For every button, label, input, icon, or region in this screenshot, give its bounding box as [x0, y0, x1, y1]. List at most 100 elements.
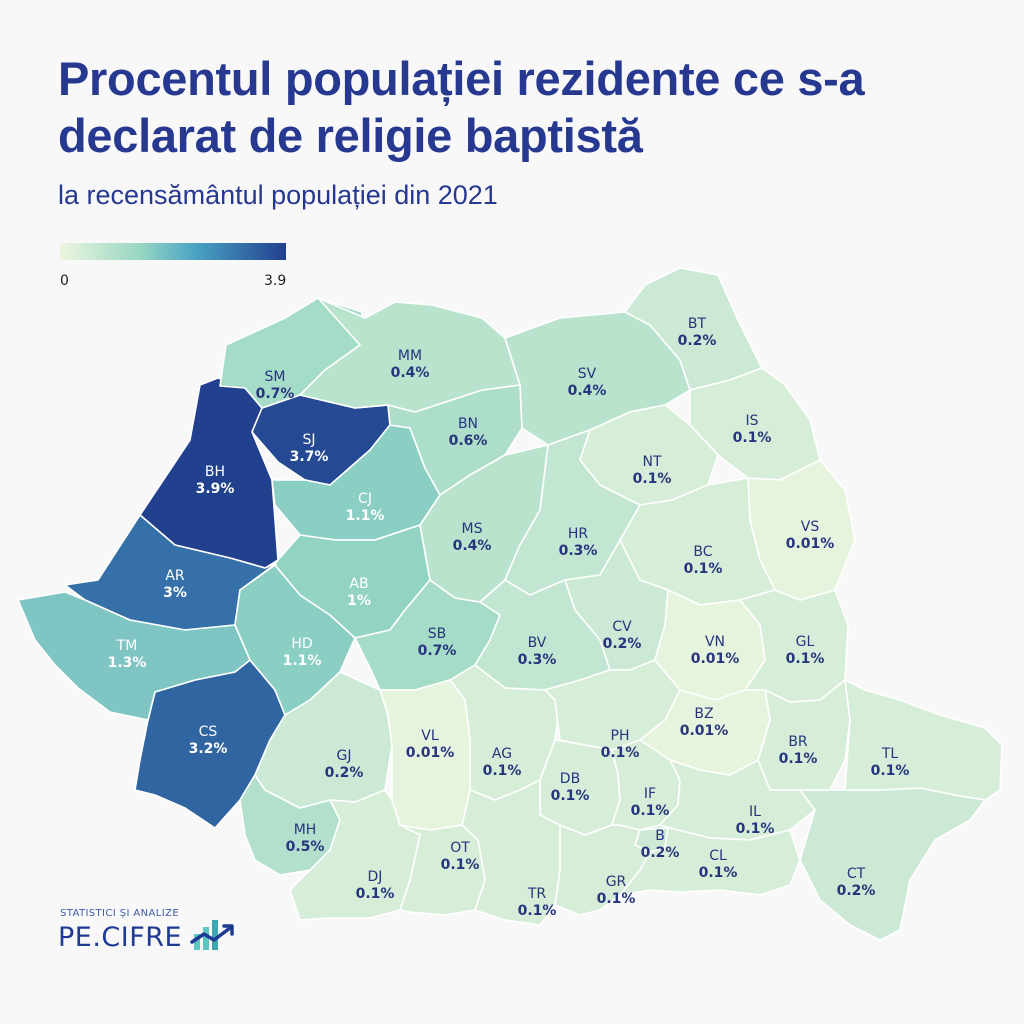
county-code-tr: TR — [527, 886, 547, 902]
county-value-cj: 1.1% — [346, 508, 385, 524]
county-value-ag: 0.1% — [483, 763, 522, 779]
county-value-sv: 0.4% — [568, 383, 607, 399]
county-value-vn: 0.01% — [691, 651, 740, 667]
county-code-bz: BZ — [694, 706, 713, 722]
county-code-mh: MH — [294, 822, 317, 838]
county-code-sb: SB — [428, 626, 447, 642]
county-value-bv: 0.3% — [518, 652, 557, 668]
county-value-sm: 0.7% — [256, 386, 295, 402]
county-value-bn: 0.6% — [449, 433, 488, 449]
county-value-bh: 3.9% — [196, 481, 235, 497]
county-value-sj: 3.7% — [290, 449, 329, 465]
chart-title: Procentul populației rezidente ce s-a de… — [58, 52, 865, 162]
county-value-tl: 0.1% — [871, 763, 910, 779]
county-labels: BH3.9%SJ3.7%CS3.2%AR3%TM1.3%CJ1.1%HD1.1%… — [108, 316, 910, 919]
county-code-cj: CJ — [358, 491, 372, 507]
county-code-bc: BC — [693, 544, 712, 560]
county-code-vn: VN — [705, 634, 725, 650]
county-code-ag: AG — [492, 746, 512, 762]
county-code-vl: VL — [421, 728, 439, 744]
county-value-if: 0.1% — [631, 803, 670, 819]
county-code-hd: HD — [291, 636, 312, 652]
county-value-mm: 0.4% — [391, 365, 430, 381]
county-code-db: DB — [560, 771, 580, 787]
county-code-is: IS — [745, 413, 758, 429]
logo-tagline: STATISTICI ȘI ANALIZE — [60, 908, 180, 919]
county-code-ot: OT — [450, 840, 470, 856]
county-code-sm: SM — [265, 369, 286, 385]
county-value-cv: 0.2% — [603, 636, 642, 652]
county-value-ph: 0.1% — [601, 745, 640, 761]
county-code-dj: DJ — [368, 869, 383, 885]
county-value-hr: 0.3% — [559, 543, 598, 559]
county-value-ct: 0.2% — [837, 883, 876, 899]
county-code-bh: BH — [205, 464, 225, 480]
county-code-mm: MM — [398, 348, 422, 364]
county-regions — [17, 267, 1003, 941]
county-code-ab: AB — [349, 576, 368, 592]
county-tl — [844, 679, 1003, 801]
county-code-cl: CL — [709, 848, 727, 864]
county-dj — [289, 789, 421, 921]
county-value-ot: 0.1% — [441, 857, 480, 873]
county-value-dj: 0.1% — [356, 886, 395, 902]
county-value-cl: 0.1% — [699, 865, 738, 881]
county-vs — [747, 459, 856, 601]
county-code-ph: PH — [611, 728, 630, 744]
legend-max-label: 3.9 — [264, 273, 287, 289]
county-tm — [17, 591, 251, 721]
county-code-bn: BN — [458, 416, 478, 432]
county-bz — [639, 689, 771, 776]
county-value-hd: 1.1% — [283, 653, 322, 669]
county-value-tr: 0.1% — [518, 903, 557, 919]
county-code-b: B — [655, 828, 665, 844]
county-value-br: 0.1% — [779, 751, 818, 767]
bar-chart-trend-icon — [190, 920, 234, 950]
county-mm — [299, 297, 521, 413]
county-code-bv: BV — [528, 635, 547, 651]
county-code-cv: CV — [612, 619, 632, 635]
county-value-cs: 3.2% — [189, 741, 228, 757]
county-value-gl: 0.1% — [786, 651, 825, 667]
county-value-sb: 0.7% — [418, 643, 457, 659]
county-value-nt: 0.1% — [633, 471, 672, 487]
county-code-br: BR — [788, 734, 808, 750]
chart-subtitle: la recensământul populației din 2021 — [58, 180, 498, 210]
county-value-ar: 3% — [163, 585, 187, 601]
county-code-gl: GL — [796, 634, 815, 650]
county-code-nt: NT — [642, 454, 661, 470]
county-code-gr: GR — [606, 874, 627, 890]
county-code-ms: MS — [462, 521, 483, 537]
county-code-hr: HR — [568, 526, 589, 542]
county-code-sv: SV — [578, 366, 597, 382]
legend-min-label: 0 — [60, 273, 69, 289]
county-value-gr: 0.1% — [597, 891, 636, 907]
county-ct — [799, 787, 986, 941]
county-value-is: 0.1% — [733, 430, 772, 446]
county-code-gj: GJ — [337, 748, 352, 764]
county-code-ct: CT — [847, 866, 866, 882]
county-cl — [619, 824, 801, 896]
county-code-if: IF — [644, 786, 656, 802]
county-value-il: 0.1% — [736, 821, 775, 837]
logo-name: PE.CIFRE — [58, 922, 183, 953]
county-code-sj: SJ — [302, 432, 315, 448]
county-value-mh: 0.5% — [286, 839, 325, 855]
county-code-vs: VS — [801, 519, 820, 535]
county-code-ar: AR — [165, 568, 185, 584]
county-value-bt: 0.2% — [678, 333, 717, 349]
county-value-db: 0.1% — [551, 788, 590, 804]
county-code-cs: CS — [199, 724, 218, 740]
county-value-vl: 0.01% — [406, 745, 455, 761]
county-value-bc: 0.1% — [684, 561, 723, 577]
county-value-bz: 0.01% — [680, 723, 729, 739]
county-code-il: IL — [749, 804, 761, 820]
county-value-b: 0.2% — [641, 845, 680, 861]
county-value-ms: 0.4% — [453, 538, 492, 554]
county-value-vs: 0.01% — [786, 536, 835, 552]
county-gr — [554, 824, 651, 916]
county-value-tm: 1.3% — [108, 655, 147, 671]
county-code-tm: TM — [116, 638, 138, 654]
county-value-gj: 0.2% — [325, 765, 364, 781]
